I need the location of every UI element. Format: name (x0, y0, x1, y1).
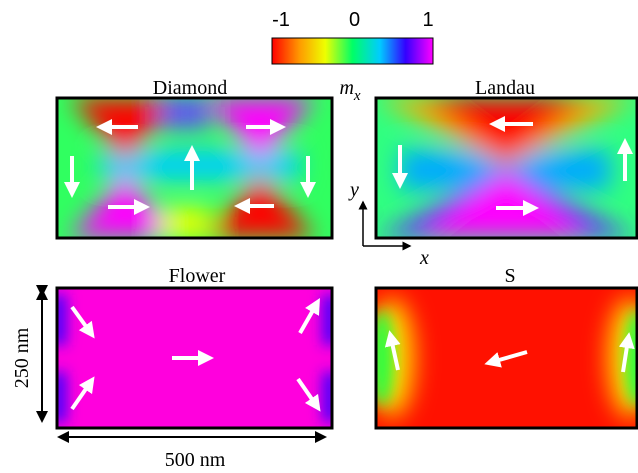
flower-map (57, 288, 332, 428)
colorbar (271, 37, 434, 65)
dimension-label: 250 nm (11, 327, 33, 388)
dimension-label: 500 nm (165, 449, 226, 471)
diamond-map (57, 98, 332, 238)
axis-label: x (419, 247, 429, 269)
colorbar-tick-label: -1 (272, 9, 290, 31)
panel-title: Flower (169, 265, 226, 287)
colorbar-ticks: -1 0 1 (272, 9, 433, 31)
colorbar-tick-label: 0 (349, 9, 360, 31)
panel-title: S (504, 265, 515, 287)
axis-label: y (348, 179, 359, 201)
colorbar-tick-label: 1 (422, 9, 433, 31)
panel-title: Landau (475, 77, 535, 99)
panel-title: Diamond (153, 77, 227, 99)
landau-map (376, 98, 637, 238)
colorbar-label: mx (339, 77, 360, 104)
